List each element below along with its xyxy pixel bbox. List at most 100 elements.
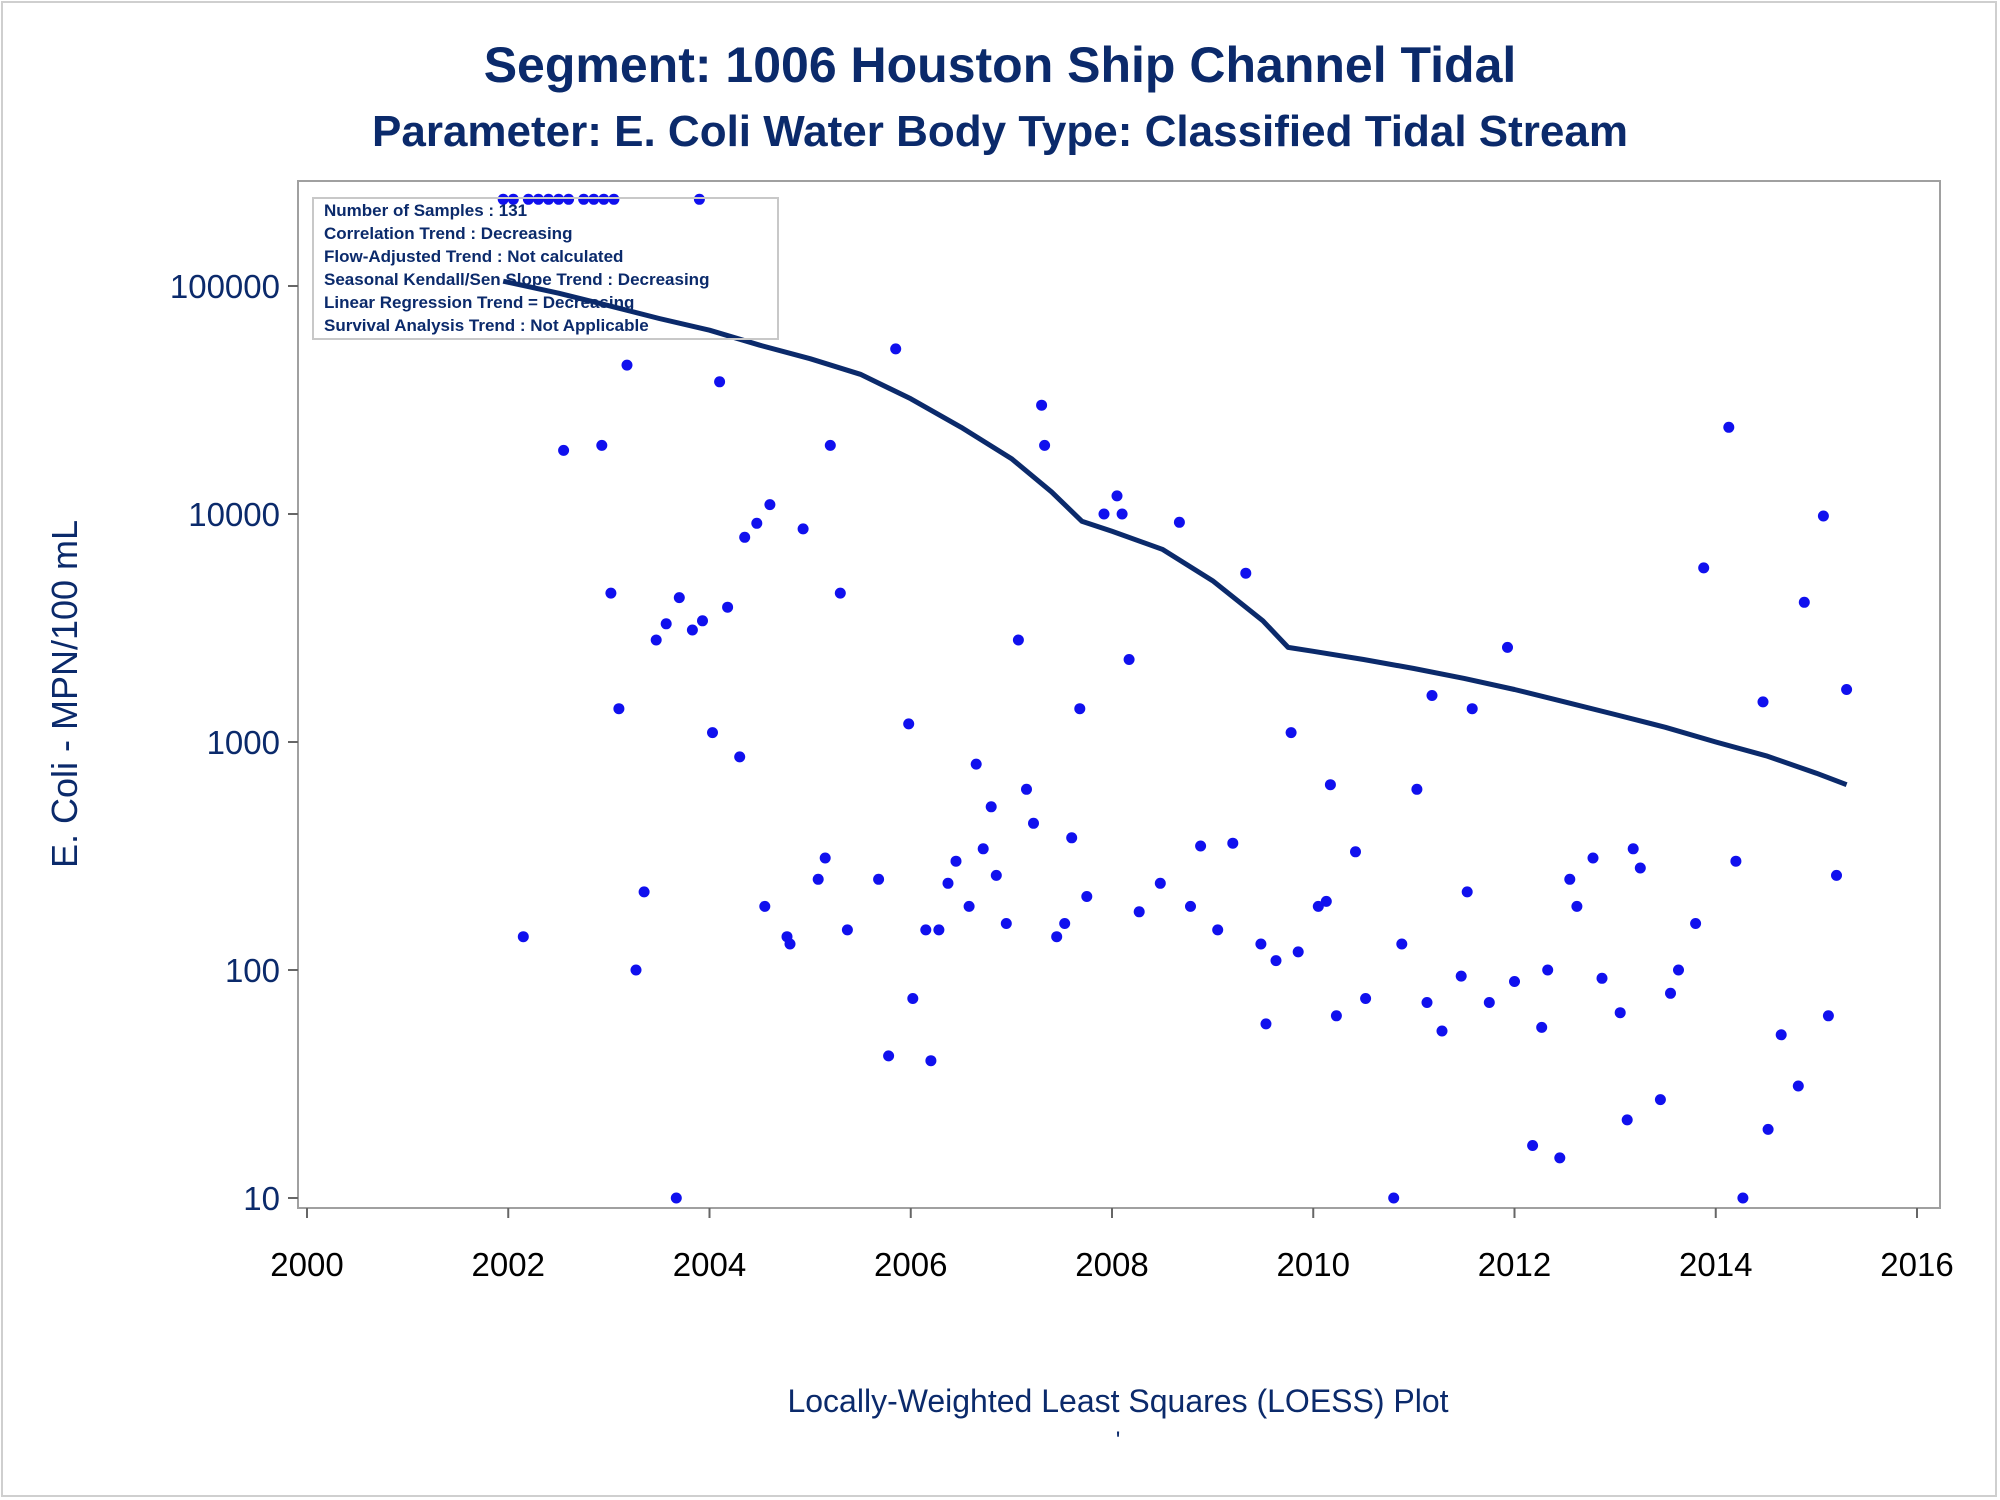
data-point [1292, 946, 1304, 958]
info-samples: Number of Samples : 131 [324, 201, 527, 220]
data-point [1111, 490, 1123, 502]
data-point [1673, 964, 1684, 976]
data-point [942, 877, 954, 889]
data-point [670, 1192, 682, 1204]
info-correlation: Correlation Trend : Decreasing [324, 224, 572, 243]
data-point [1483, 997, 1495, 1008]
data-point [693, 193, 705, 205]
data-point [751, 517, 763, 529]
data-point [1564, 873, 1576, 885]
chart-title: Segment: 1006 Houston Ship Channel Tidal [484, 37, 1517, 93]
data-point [1012, 634, 1024, 646]
data-point [1388, 1192, 1400, 1204]
y-tick-label: 1000 [207, 724, 280, 761]
data-point [890, 343, 902, 355]
data-point [1285, 727, 1297, 739]
x-tick-label: 2014 [1679, 1246, 1752, 1283]
loess-curve [502, 278, 1848, 788]
data-point [819, 852, 831, 864]
data-point [507, 193, 519, 205]
data-point [1000, 918, 1012, 929]
data-point [977, 843, 989, 855]
data-point [1320, 895, 1332, 907]
data-point [1133, 906, 1145, 918]
data-point [1021, 783, 1032, 795]
data-point [707, 727, 718, 739]
data-point [925, 1055, 937, 1067]
data-point [1841, 684, 1853, 695]
x-tick-label: 2002 [472, 1246, 545, 1283]
data-point [797, 523, 809, 535]
data-point [522, 193, 534, 205]
data-point [638, 886, 650, 898]
data-point [1822, 1010, 1834, 1022]
x-axis: 2000 2002 2004 2006 2008 2010 2012 2014 2016 [270, 1208, 1954, 1283]
data-point [1587, 852, 1599, 864]
data-point [1775, 1029, 1787, 1041]
data-point [1817, 510, 1829, 522]
data-point [660, 618, 672, 630]
data-point [1654, 1094, 1666, 1106]
data-point [824, 439, 836, 451]
data-point [1260, 1018, 1272, 1030]
data-point [673, 592, 685, 604]
data-point [1066, 832, 1078, 844]
data-point [1461, 886, 1473, 898]
data-point [1396, 938, 1408, 950]
data-point [759, 900, 771, 912]
data-point [1762, 1123, 1774, 1135]
info-survival-analysis: Survival Analysis Trend : Not Applicable [324, 316, 649, 335]
data-point [621, 359, 633, 371]
data-point [1039, 439, 1051, 451]
info-flow-adjusted: Flow-Adjusted Trend : Not calculated [324, 247, 623, 266]
data-point [1466, 703, 1478, 715]
data-point [1792, 1080, 1804, 1092]
data-point [1123, 654, 1135, 665]
data-point [1154, 877, 1166, 889]
data-point [650, 634, 662, 646]
data-point [1051, 931, 1063, 943]
data-point [970, 758, 982, 770]
data-point [1596, 972, 1608, 984]
data-point [1185, 900, 1196, 912]
data-point [697, 615, 708, 627]
data-point [1455, 970, 1467, 982]
data-point [1798, 596, 1810, 608]
data-point [841, 924, 853, 936]
data-point [1116, 508, 1128, 520]
data-point [558, 444, 570, 456]
data-point [1173, 516, 1185, 528]
data-point [734, 751, 746, 763]
data-point [1831, 869, 1842, 881]
data-point [1527, 1140, 1539, 1151]
data-point [1536, 1021, 1548, 1033]
data-point [1502, 641, 1513, 653]
data-point [1212, 924, 1224, 936]
data-point [1509, 976, 1520, 987]
data-point [1665, 987, 1676, 999]
data-point [784, 938, 796, 950]
data-point [1036, 399, 1048, 411]
data-point [739, 531, 751, 543]
data-point [1098, 508, 1110, 520]
info-seasonal-kendall: Seasonal Kendall/Sen Slope Trend : Decre… [324, 270, 709, 289]
data-point [1421, 997, 1433, 1008]
data-point [1757, 696, 1769, 708]
data-point [1554, 1152, 1566, 1164]
data-point [1227, 837, 1239, 849]
data-point [1074, 703, 1086, 715]
data-point [588, 193, 600, 205]
data-point [903, 718, 915, 730]
data-point [1270, 955, 1282, 967]
y-tick-label: 10000 [188, 496, 280, 533]
data-point [1627, 843, 1639, 855]
info-box: Number of Samples : 131 Correlation Tren… [312, 197, 779, 340]
x-tick-label: 2012 [1478, 1246, 1551, 1283]
x-axis-label: Locally-Weighted Least Squares (LOESS) P… [787, 1383, 1448, 1419]
data-point [630, 964, 642, 976]
data-point [1195, 840, 1207, 852]
data-point [714, 376, 726, 388]
data-point [1330, 1010, 1342, 1022]
data-point [1081, 891, 1093, 902]
info-box-frame [312, 197, 779, 340]
